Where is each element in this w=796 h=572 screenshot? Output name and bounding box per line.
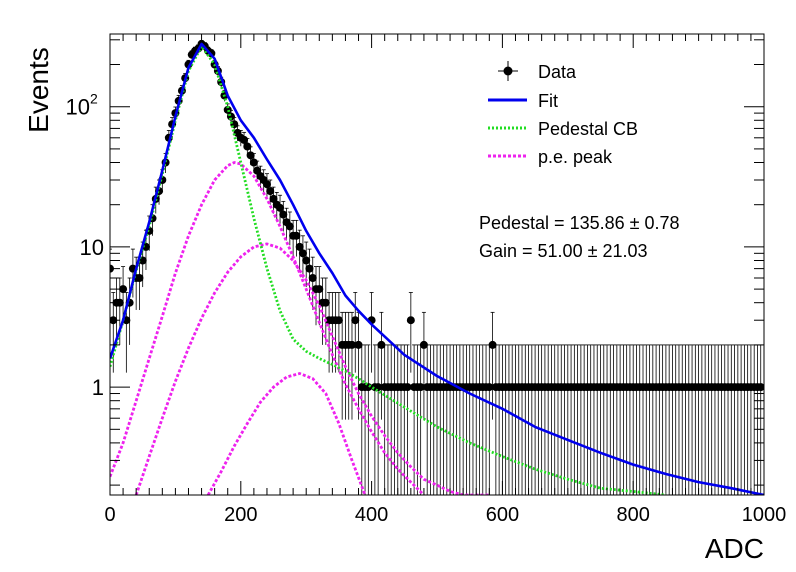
legend: Data Fit Pedestal CB p.e. peak	[488, 61, 638, 167]
data-point	[406, 316, 415, 325]
data-point	[485, 383, 494, 392]
x-tick-label: 600	[486, 504, 519, 526]
data-point	[243, 142, 252, 151]
data-point	[135, 274, 144, 283]
series-pe1-line	[110, 161, 425, 495]
data-point	[416, 383, 425, 392]
data-point	[295, 242, 304, 251]
legend-pe-label: p.e. peak	[538, 147, 613, 167]
y-axis-label: Events	[23, 47, 54, 133]
legend-pedestal-label: Pedestal CB	[538, 119, 638, 139]
x-tick-label: 800	[617, 504, 650, 526]
series-pe2-line	[134, 242, 490, 495]
data-point	[308, 274, 317, 283]
data-point	[246, 151, 255, 160]
data-point	[377, 340, 386, 349]
fit-parameter-annotation: Pedestal = 135.86 ± 0.78	[479, 213, 680, 233]
data-point	[315, 285, 324, 294]
fit-parameter-annotation: Gain = 51.00 ± 21.03	[479, 241, 648, 261]
data-point	[262, 180, 271, 189]
data-point	[269, 194, 278, 203]
data-point	[276, 203, 285, 212]
data-point	[285, 222, 294, 231]
y-tick-exponent: 2	[90, 91, 98, 107]
x-axis-label: ADC	[705, 533, 764, 564]
data-point	[302, 256, 311, 265]
x-tick-label: 1000	[742, 504, 787, 526]
y-tick-label: 1	[92, 375, 104, 400]
legend-data-label: Data	[538, 62, 577, 82]
legend-data-marker	[503, 66, 513, 76]
data-point	[298, 249, 307, 258]
data-point	[321, 298, 330, 307]
data-point	[347, 340, 356, 349]
annotation-group: Pedestal = 135.86 ± 0.78 Gain = 51.00 ± 2…	[479, 213, 680, 261]
data-point	[403, 383, 412, 392]
data-point	[223, 105, 232, 114]
data-point	[334, 316, 343, 325]
x-tick-label: 0	[104, 504, 115, 526]
data-point	[292, 231, 301, 240]
data-point	[354, 340, 363, 349]
data-point	[419, 340, 428, 349]
y-tick-label: 10	[80, 235, 104, 260]
x-tick-label: 400	[355, 504, 388, 526]
plot-marks	[110, 40, 764, 495]
data-point	[119, 285, 128, 294]
data-point	[351, 316, 360, 325]
data-point	[305, 264, 314, 273]
series-pe3-line	[206, 372, 367, 495]
data-point	[249, 158, 258, 167]
data-point	[488, 340, 497, 349]
data-point	[279, 210, 288, 219]
data-point	[240, 135, 249, 144]
x-tick-label: 200	[224, 504, 257, 526]
data-point	[374, 383, 383, 392]
y-tick-label: 10	[66, 95, 90, 120]
data-point	[266, 187, 275, 196]
legend-fit-label: Fit	[538, 91, 558, 111]
series-fit-line	[110, 42, 764, 495]
